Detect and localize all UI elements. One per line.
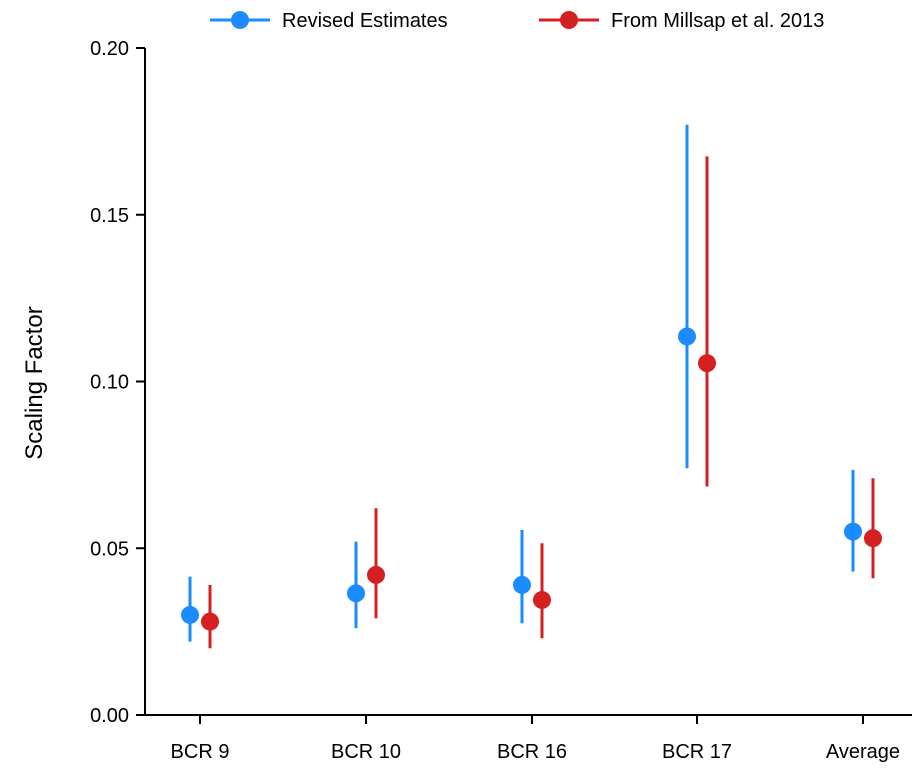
data-marks xyxy=(181,124,882,649)
x-tick-label: BCR 10 xyxy=(331,741,401,763)
point-millsap xyxy=(533,590,551,609)
x-ticks: BCR 9 BCR 10 BCR 16 BCR 17 Average xyxy=(171,715,900,763)
point-revised xyxy=(181,605,199,624)
y-tick-label: 0.20 xyxy=(90,38,129,60)
legend-marker-revised xyxy=(231,11,249,29)
point-revised xyxy=(347,584,365,603)
point-millsap xyxy=(864,529,882,548)
point-revised xyxy=(844,522,862,541)
point-revised xyxy=(678,327,696,346)
x-tick-label: BCR 17 xyxy=(662,741,732,763)
legend-marker-millsap xyxy=(560,11,578,29)
x-tick-label: Average xyxy=(826,741,900,763)
y-tick-label: 0.00 xyxy=(90,705,129,727)
x-tick-label: BCR 9 xyxy=(171,741,230,763)
legend-label-revised: Revised Estimates xyxy=(282,10,448,32)
legend: Revised Estimates From Millsap et al. 20… xyxy=(210,10,824,32)
y-tick-label: 0.15 xyxy=(90,205,129,227)
axes xyxy=(144,48,912,716)
legend-label-millsap: From Millsap et al. 2013 xyxy=(611,10,824,32)
y-tick-label: 0.05 xyxy=(90,538,129,560)
y-ticks: 0.00 0.05 0.10 0.15 0.20 xyxy=(90,38,145,727)
point-revised xyxy=(513,575,531,594)
point-millsap xyxy=(367,565,385,584)
x-tick-label: BCR 16 xyxy=(497,741,567,763)
y-tick-label: 0.10 xyxy=(90,372,129,394)
point-millsap xyxy=(698,354,716,373)
y-axis-title: Scaling Factor xyxy=(21,306,48,459)
point-millsap xyxy=(201,612,219,631)
